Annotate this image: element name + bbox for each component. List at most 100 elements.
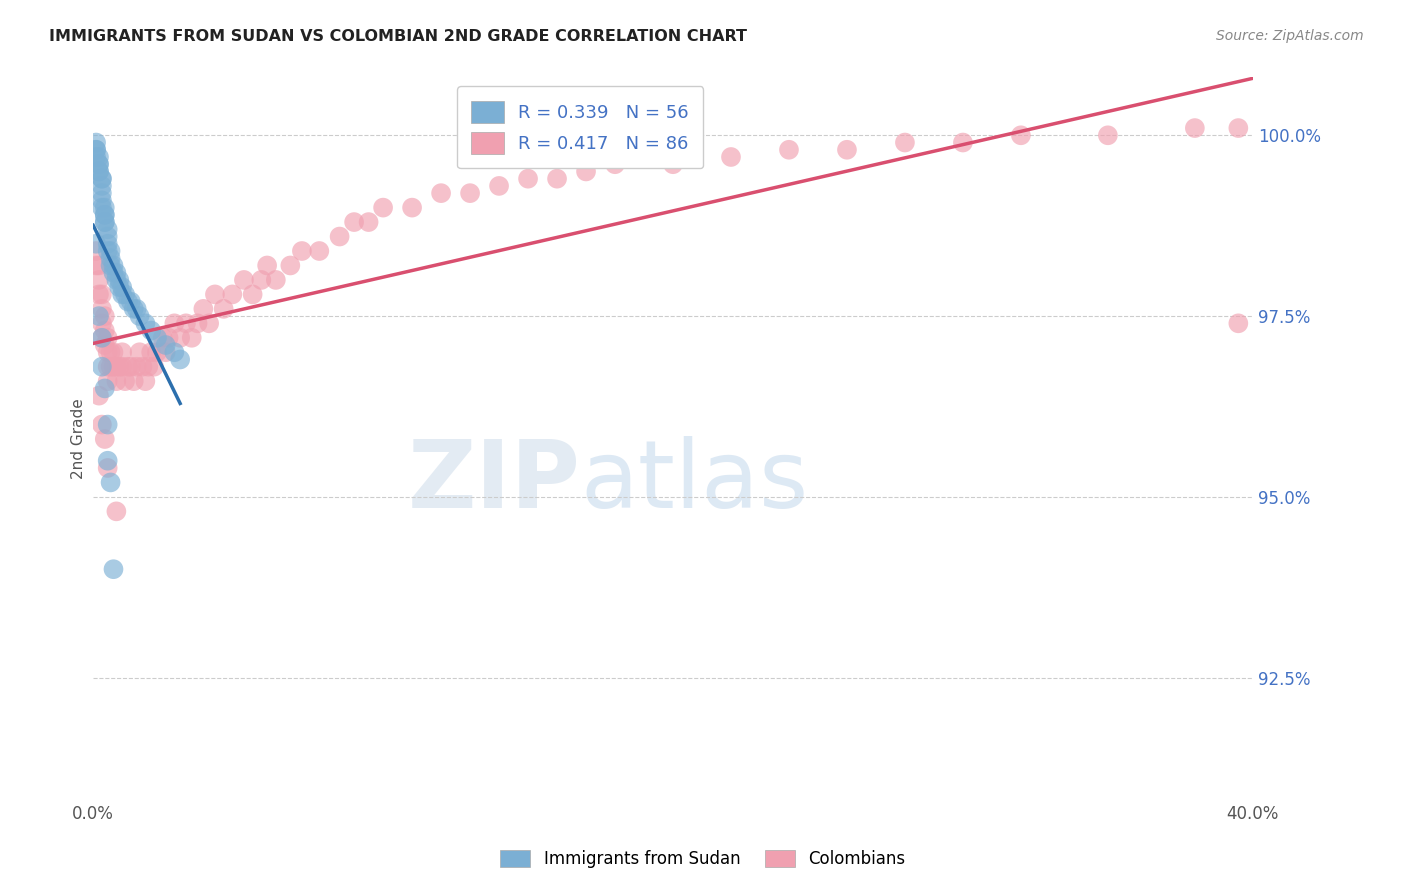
Point [87, 389, 110, 403]
Point [136, 359, 159, 374]
Point [155, 338, 177, 352]
Point [105, 504, 128, 518]
Point [131, 359, 153, 374]
Point [122, 301, 145, 316]
Point [125, 301, 148, 316]
Point [1010, 128, 1032, 143]
Point [575, 164, 598, 178]
Point [103, 359, 125, 374]
Point [458, 186, 481, 201]
Point [401, 201, 423, 215]
Point [97, 461, 120, 475]
Legend: R = 0.339   N = 56, R = 0.417   N = 86: R = 0.339 N = 56, R = 0.417 N = 86 [457, 87, 703, 169]
Point [357, 215, 380, 229]
Point [169, 331, 191, 345]
Point [108, 359, 131, 374]
Point [1097, 128, 1119, 143]
Point [90, 417, 112, 432]
Point [90, 186, 112, 201]
Point [94, 324, 117, 338]
Point [87, 164, 110, 178]
Point [97, 417, 120, 432]
Point [952, 136, 974, 150]
Y-axis label: 2nd Grade: 2nd Grade [72, 399, 86, 479]
Point [103, 562, 125, 576]
Point [488, 178, 510, 193]
Point [204, 287, 226, 301]
Point [94, 215, 117, 229]
Point [94, 208, 117, 222]
Point [100, 359, 122, 374]
Point [720, 150, 742, 164]
Point [146, 331, 169, 345]
Point [141, 345, 163, 359]
Point [97, 454, 120, 468]
Point [84, 236, 107, 251]
Point [125, 359, 148, 374]
Point [97, 244, 120, 258]
Point [174, 316, 197, 330]
Point [94, 381, 117, 395]
Point [155, 345, 177, 359]
Point [212, 301, 235, 316]
Point [97, 345, 120, 359]
Point [546, 171, 568, 186]
Point [128, 345, 150, 359]
Point [90, 171, 112, 186]
Point [100, 345, 122, 359]
Point [169, 352, 191, 367]
Point [134, 316, 156, 330]
Point [117, 359, 139, 374]
Point [1184, 121, 1206, 136]
Point [90, 331, 112, 345]
Point [198, 316, 221, 330]
Point [94, 208, 117, 222]
Point [87, 273, 110, 287]
Point [278, 259, 301, 273]
Point [84, 150, 107, 164]
Point [97, 331, 120, 345]
Point [103, 259, 125, 273]
Text: atlas: atlas [581, 436, 808, 528]
Point [152, 331, 174, 345]
Point [105, 374, 128, 388]
Point [105, 359, 128, 374]
Point [242, 287, 264, 301]
Point [256, 259, 278, 273]
Point [87, 309, 110, 323]
Point [100, 252, 122, 266]
Point [87, 157, 110, 171]
Point [603, 157, 626, 171]
Point [894, 136, 917, 150]
Point [87, 259, 110, 273]
Legend: Immigrants from Sudan, Colombians: Immigrants from Sudan, Colombians [494, 843, 912, 875]
Point [193, 301, 215, 316]
Point [128, 309, 150, 323]
Point [1227, 316, 1250, 330]
Point [90, 331, 112, 345]
Point [97, 236, 120, 251]
Point [87, 287, 110, 301]
Point [835, 143, 858, 157]
Point [291, 244, 314, 258]
Point [108, 273, 131, 287]
Point [329, 229, 352, 244]
Point [90, 301, 112, 316]
Point [517, 171, 540, 186]
Point [84, 143, 107, 157]
Point [343, 215, 366, 229]
Point [94, 432, 117, 446]
Point [100, 475, 122, 490]
Point [308, 244, 330, 258]
Point [87, 157, 110, 171]
Point [111, 345, 134, 359]
Point [90, 201, 112, 215]
Point [103, 266, 125, 280]
Point [94, 309, 117, 323]
Point [111, 359, 134, 374]
Point [105, 273, 128, 287]
Point [97, 229, 120, 244]
Point [371, 201, 394, 215]
Point [87, 150, 110, 164]
Point [100, 244, 122, 258]
